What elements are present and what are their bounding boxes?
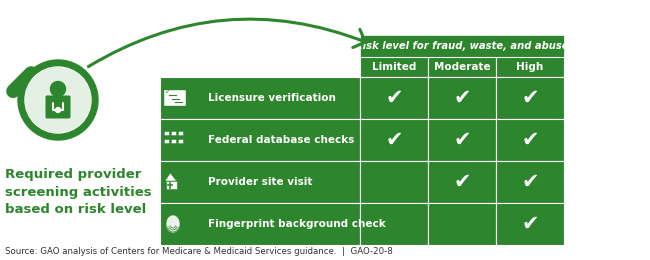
Bar — [428, 203, 496, 245]
Bar — [428, 77, 496, 119]
Ellipse shape — [178, 141, 183, 144]
Text: Source: GAO analysis of Centers for Medicare & Medicaid Services guidance.  |  G: Source: GAO analysis of Centers for Medi… — [5, 247, 393, 256]
Text: Fingerprint background check: Fingerprint background check — [208, 219, 385, 229]
Bar — [428, 161, 496, 203]
Text: ✔: ✔ — [521, 172, 539, 192]
Text: ✔: ✔ — [385, 88, 403, 108]
Bar — [171, 131, 176, 135]
Text: Moderate: Moderate — [434, 62, 490, 72]
Polygon shape — [165, 173, 177, 181]
Ellipse shape — [178, 133, 183, 136]
Bar — [496, 57, 564, 77]
Text: ✔: ✔ — [521, 130, 539, 150]
Bar — [164, 90, 187, 106]
Ellipse shape — [164, 133, 169, 136]
Text: ✔: ✔ — [453, 130, 471, 150]
Bar — [496, 77, 564, 119]
Bar — [360, 77, 428, 119]
Ellipse shape — [171, 141, 176, 144]
Circle shape — [55, 107, 60, 113]
Circle shape — [51, 81, 66, 96]
Bar — [178, 131, 183, 135]
Bar — [360, 35, 564, 57]
Bar — [160, 161, 360, 203]
Text: High: High — [516, 62, 543, 72]
Text: ✓: ✓ — [164, 89, 170, 95]
Bar — [428, 119, 496, 161]
Circle shape — [18, 60, 98, 140]
Ellipse shape — [166, 215, 180, 233]
Text: Licensure verification: Licensure verification — [208, 93, 336, 103]
Text: Required provider
screening activities
based on risk level: Required provider screening activities b… — [5, 168, 151, 216]
Text: Provider site visit: Provider site visit — [208, 177, 313, 187]
Circle shape — [25, 67, 91, 133]
Bar — [496, 161, 564, 203]
Text: ✔: ✔ — [453, 172, 471, 192]
Bar — [160, 203, 360, 245]
Text: Limited: Limited — [372, 62, 416, 72]
Bar — [160, 119, 360, 161]
Ellipse shape — [171, 133, 176, 136]
Bar — [160, 77, 360, 119]
Text: Federal database checks: Federal database checks — [208, 135, 354, 145]
Bar — [360, 161, 428, 203]
Bar — [496, 119, 564, 161]
Bar — [360, 57, 428, 77]
Circle shape — [25, 67, 91, 133]
Bar — [164, 139, 169, 143]
FancyArrowPatch shape — [88, 19, 365, 67]
Text: ✔: ✔ — [385, 130, 403, 150]
Text: ✔: ✔ — [521, 88, 539, 108]
Bar — [428, 57, 496, 77]
Bar — [496, 203, 564, 245]
Text: ✔: ✔ — [521, 214, 539, 234]
Bar — [171, 139, 176, 143]
Bar — [360, 119, 428, 161]
Bar — [178, 139, 183, 143]
Text: Risk level for fraud, waste, and abuse: Risk level for fraud, waste, and abuse — [355, 41, 569, 51]
FancyBboxPatch shape — [46, 95, 70, 119]
Ellipse shape — [164, 141, 169, 144]
Bar — [164, 131, 169, 135]
Text: ✔: ✔ — [453, 88, 471, 108]
Bar — [360, 203, 428, 245]
Bar — [166, 181, 177, 189]
